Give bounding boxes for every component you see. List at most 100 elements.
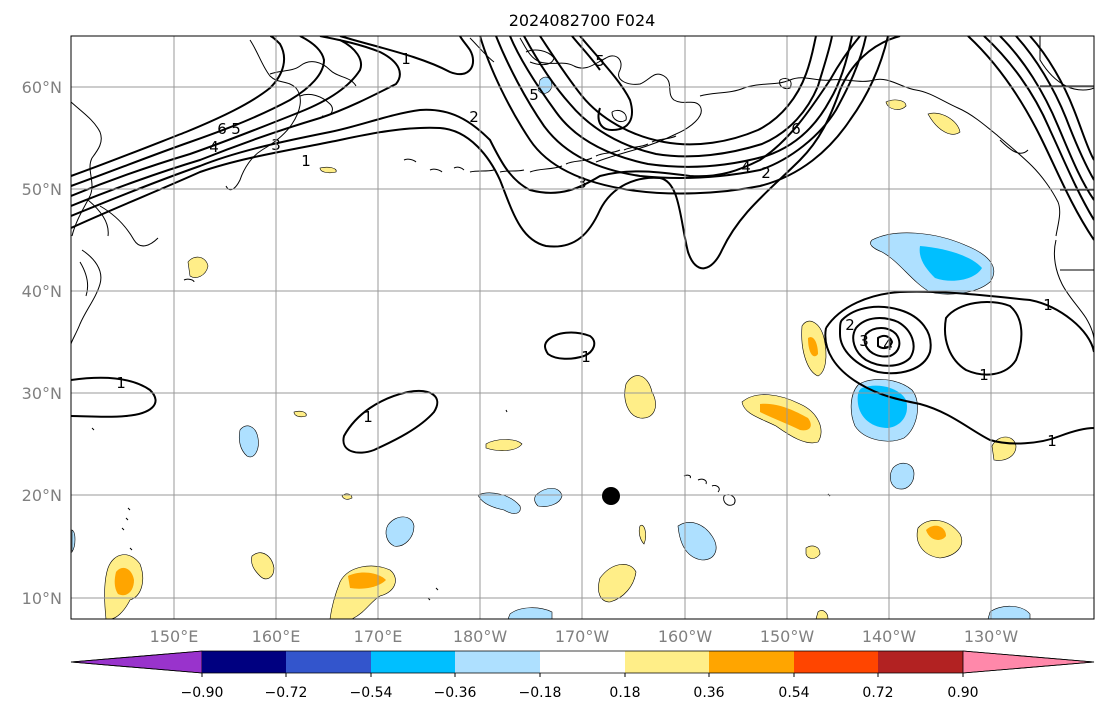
anomaly-patch-positive bbox=[485, 439, 523, 451]
anomaly-patch-positive bbox=[187, 256, 209, 278]
colorbar-segment bbox=[455, 651, 540, 673]
contour-line bbox=[339, 36, 475, 75]
colorbar-tick-label: −0.90 bbox=[181, 685, 224, 701]
lat-label: 40°N bbox=[22, 282, 62, 301]
lon-label: 160°W bbox=[658, 627, 713, 646]
lon-label: 130°W bbox=[964, 627, 1019, 646]
colorbar-arrow-min bbox=[70, 650, 203, 674]
contour-line bbox=[983, 36, 1094, 221]
anomaly-patch-negative bbox=[537, 76, 553, 94]
lat-label: 10°N bbox=[22, 589, 62, 608]
contour-label: 2 bbox=[469, 108, 479, 126]
colorbar-ticks: −0.90 −0.72 −0.54 −0.36 −0.18 0.18 0.36 … bbox=[181, 685, 979, 701]
plot-area: 1 2 3 4 5 6 1 2 3 4 6 1 1 1 2 3 4 1 1 1 bbox=[70, 35, 1095, 620]
anomaly-patch-negative bbox=[238, 425, 259, 458]
latitude-labels: 60°N 50°N 40°N 30°N 20°N 10°N bbox=[22, 78, 62, 608]
contour-line bbox=[479, 36, 889, 195]
contour-label: 2 bbox=[845, 316, 855, 334]
colorbar-tick-label: −0.18 bbox=[519, 685, 562, 701]
contour-line bbox=[523, 36, 833, 158]
colorbar-tick-label: 0.18 bbox=[609, 685, 640, 701]
anomaly-patch-negative bbox=[890, 462, 915, 490]
anomaly-patch-negative bbox=[987, 605, 1031, 619]
contour-labels: 1 2 3 4 5 6 1 2 3 4 6 1 1 1 2 3 4 1 1 1 bbox=[116, 50, 1057, 450]
anomaly-patch-positive bbox=[598, 564, 637, 603]
location-marker bbox=[602, 487, 620, 505]
anomaly-patch-positive bbox=[927, 112, 961, 135]
anomaly-patch-negative bbox=[507, 607, 553, 619]
anomaly-patch-positive bbox=[805, 545, 821, 559]
lat-label: 50°N bbox=[22, 180, 62, 199]
contour-label: 6 bbox=[791, 120, 801, 138]
contour-line bbox=[944, 301, 1023, 376]
anomaly-patch-positive bbox=[624, 375, 656, 419]
map-title: 2024082700 F024 bbox=[509, 11, 656, 30]
anomaly-patch-positive-core bbox=[760, 403, 811, 431]
contour-lines bbox=[71, 36, 1094, 454]
colorbar-tick-label: 0.90 bbox=[947, 685, 978, 701]
contour-line bbox=[509, 36, 853, 168]
contour-label: 3 bbox=[859, 332, 869, 350]
colorbar-tick-label: −0.72 bbox=[265, 685, 308, 701]
longitude-labels: 150°E 160°E 170°E 180°W 170°W 160°W 150°… bbox=[150, 627, 1019, 646]
colorbar-segment bbox=[540, 651, 625, 673]
contour-line bbox=[863, 327, 901, 358]
graticule bbox=[71, 36, 1094, 619]
anomaly-patch-negative bbox=[385, 516, 415, 547]
colorbar-segment bbox=[709, 651, 794, 673]
lat-label: 20°N bbox=[22, 486, 62, 505]
anomaly-patch-negative bbox=[71, 529, 76, 553]
anomaly-patch-positive bbox=[319, 166, 337, 174]
shaded-anomalies bbox=[71, 76, 1031, 619]
contour-label: 1 bbox=[581, 348, 591, 366]
lon-label: 150°E bbox=[150, 627, 199, 646]
lat-label: 30°N bbox=[22, 384, 62, 403]
colorbar-segment bbox=[625, 651, 709, 673]
contour-line bbox=[571, 36, 601, 71]
colorbar-tick-label: 0.54 bbox=[778, 685, 809, 701]
anomaly-patch-positive-core bbox=[114, 567, 134, 596]
contour-label: 4 bbox=[883, 336, 893, 354]
colorbar-tick-label: 0.72 bbox=[862, 685, 893, 701]
contour-line bbox=[71, 36, 901, 270]
contour-line bbox=[838, 305, 932, 375]
contour-label: 1 bbox=[301, 152, 311, 170]
contour-line bbox=[544, 331, 596, 360]
lon-label: 140°W bbox=[862, 627, 917, 646]
lon-label: 170°E bbox=[354, 627, 403, 646]
lon-label: 180°W bbox=[453, 627, 508, 646]
contour-line bbox=[579, 36, 633, 132]
colorbar-tick-label: 0.36 bbox=[693, 685, 724, 701]
contour-line bbox=[852, 317, 915, 367]
colorbar-segment bbox=[202, 651, 286, 673]
anomaly-patch-positive-core bbox=[926, 525, 946, 540]
colorbar-arrow-max bbox=[962, 650, 1095, 674]
contour-label: 4 bbox=[741, 158, 751, 176]
contour-label: 1 bbox=[116, 374, 126, 392]
contour-label: 1 bbox=[1047, 432, 1057, 450]
contour-label: 4 bbox=[209, 138, 219, 156]
contour-line bbox=[495, 36, 867, 179]
small-islands bbox=[91, 278, 831, 601]
colorbar-tick-label: −0.36 bbox=[434, 685, 477, 701]
contour-line bbox=[71, 36, 401, 207]
contour-line bbox=[824, 290, 1094, 445]
contour-label: 5 bbox=[231, 120, 241, 138]
contour-label: 6 bbox=[217, 120, 227, 138]
contour-line bbox=[1015, 36, 1094, 181]
anomaly-patch-positive-core bbox=[348, 572, 386, 589]
lon-label: 170°W bbox=[555, 627, 610, 646]
lon-label: 160°E bbox=[252, 627, 301, 646]
contour-line bbox=[1029, 36, 1094, 161]
colorbar-segment bbox=[878, 651, 963, 673]
anomaly-patch-positive bbox=[638, 524, 646, 545]
colorbar-segment bbox=[286, 651, 371, 673]
contour-line bbox=[999, 36, 1094, 201]
anomaly-patch-negative bbox=[477, 492, 521, 514]
hawaii-islands bbox=[683, 474, 736, 506]
contour-label: 1 bbox=[1043, 296, 1053, 314]
anomaly-patch-positive bbox=[885, 99, 907, 110]
contour-line bbox=[539, 36, 817, 146]
anomaly-patch-positive bbox=[815, 610, 829, 619]
contour-label: 1 bbox=[979, 366, 989, 384]
